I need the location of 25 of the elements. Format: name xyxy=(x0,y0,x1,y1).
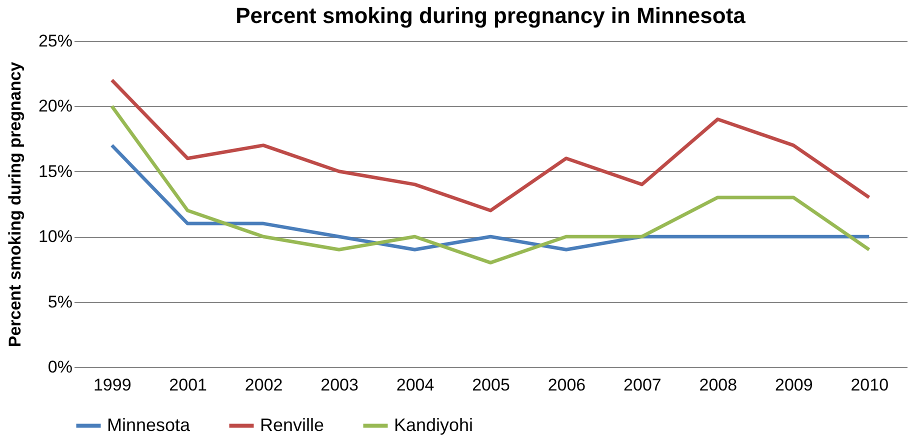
x-tick-label: 2007 xyxy=(624,376,662,394)
x-tick-label: 2002 xyxy=(244,376,283,394)
x-tick-label: 2008 xyxy=(699,376,738,394)
legend-label: Renville xyxy=(260,414,324,435)
y-tick-label: 5% xyxy=(48,292,72,312)
y-tick-label: 0% xyxy=(48,358,72,376)
x-tick-label: 2010 xyxy=(850,376,889,394)
y-tick-label: 25% xyxy=(38,32,72,50)
x-tick-label: 2006 xyxy=(548,376,586,394)
y-axis-title: Percent smoking during pregnancy xyxy=(5,61,24,348)
x-tick-label: 2009 xyxy=(774,376,813,394)
line-series xyxy=(110,144,871,252)
x-tick-label: 1999 xyxy=(93,376,132,394)
line-series xyxy=(110,104,871,264)
x-tick-label: 2004 xyxy=(396,376,434,394)
x-tick-label: 2005 xyxy=(472,376,510,394)
legend-label: Kandiyohi xyxy=(394,414,474,435)
y-tick-label: 10% xyxy=(38,227,72,246)
chart-title: Percent smoking during pregnancy in Minnesota xyxy=(236,3,746,28)
x-tick-label: 2001 xyxy=(169,376,208,394)
y-tick-label: 20% xyxy=(38,96,72,116)
line-series xyxy=(110,78,871,212)
legend-label: Minnesota xyxy=(107,414,192,435)
y-tick-label: 15% xyxy=(38,162,72,181)
x-tick-label: 2003 xyxy=(320,376,358,394)
